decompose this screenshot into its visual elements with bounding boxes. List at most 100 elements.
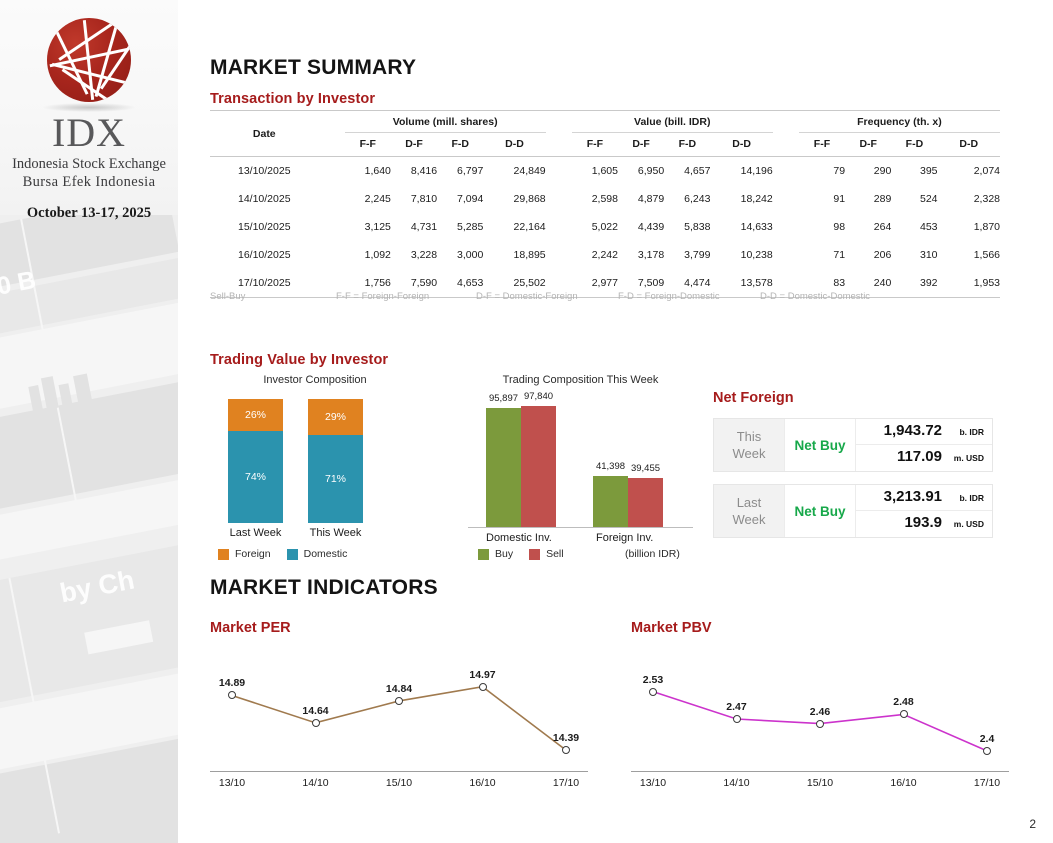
cell-volume-0: 1,640 — [364, 165, 391, 177]
x-label-this-week: This Week — [309, 527, 362, 539]
x-tick-label: 14/10 — [302, 777, 329, 789]
cell-value-3: 13,578 — [740, 277, 773, 289]
legend-swatch-domestic-icon — [286, 548, 298, 560]
col-header-val-df: D-F — [632, 138, 650, 150]
data-point — [311, 718, 320, 727]
cell-freq-0: 79 — [833, 165, 846, 177]
cell-freq-0: 98 — [833, 221, 846, 233]
market-pbv-plot: 2.53 2.47 2.46 2.48 2.4 — [631, 652, 1009, 772]
col-header-vol-dd: D-D — [505, 138, 524, 150]
col-header-date: Date — [252, 128, 276, 140]
net-foreign-usd-last-week: 193.9 m. USD — [904, 514, 984, 531]
legend-swatch-sell-icon — [529, 548, 541, 560]
cell-value-1: 7,509 — [637, 277, 665, 289]
cell-value-2: 6,243 — [684, 193, 711, 205]
net-foreign-idr-this-week: 1,943.72 b. IDR — [856, 419, 992, 445]
col-header-vol-df: D-F — [405, 138, 423, 150]
cell-freq-2: 392 — [919, 277, 938, 289]
chart-trading-composition: Trading Composition This Week 95,897 97,… — [468, 374, 708, 546]
legend-trading-composition: Buy Sell — [478, 548, 580, 560]
value-foreign-buy: 41,398 — [595, 460, 626, 472]
cell-value-1: 6,950 — [637, 165, 665, 177]
bar-group-domestic: 95,897 97,840 — [486, 391, 556, 527]
section-title-trading-value: Trading Value by Investor — [210, 352, 389, 368]
section-title-net-foreign: Net Foreign — [713, 390, 794, 406]
x-tick-label: 16/10 — [469, 777, 496, 789]
sidebar: 15% 9,380 B M by Ch IDX Indonesia Stoc — [0, 0, 178, 843]
cell-volume-0: 1,756 — [364, 277, 391, 289]
footnote-fd: F-D = Foreign-Domestic — [618, 291, 720, 302]
table-group-header-row: Date Volume (mill. shares) Value (bill. … — [210, 110, 1000, 140]
col-header-vol-ff: F-F — [359, 138, 376, 150]
data-point — [562, 746, 570, 755]
cell-freq-1: 240 — [873, 277, 892, 289]
cell-freq-3: 2,328 — [973, 193, 1000, 205]
cell-volume-1: 7,590 — [410, 277, 438, 289]
cell-value-1: 3,178 — [637, 249, 665, 261]
data-label: 2.46 — [809, 705, 831, 718]
cell-volume-2: 5,285 — [457, 221, 484, 233]
data-point — [478, 682, 487, 691]
cell-volume-0: 2,245 — [364, 193, 391, 205]
page-number: 2 — [1029, 817, 1036, 831]
legend-item-sell: Sell — [529, 548, 564, 560]
col-header-frq-dd: D-D — [959, 138, 979, 150]
data-label: 14.64 — [302, 704, 329, 717]
x-tick-label: 14/10 — [723, 777, 750, 789]
cell-freq-0: 83 — [833, 277, 846, 289]
data-point — [899, 710, 908, 719]
segment-domestic-this-week: 71% — [308, 434, 363, 523]
cell-volume-3: 18,895 — [513, 249, 546, 261]
value-foreign-sell: 39,455 — [630, 463, 661, 475]
cell-value-2: 4,657 — [684, 165, 711, 177]
logo-shadow — [43, 103, 135, 112]
cell-freq-3: 2,074 — [973, 165, 1000, 177]
cell-value-0: 2,242 — [591, 249, 618, 261]
cell-freq-3: 1,870 — [973, 221, 1000, 233]
cell-volume-1: 4,731 — [410, 221, 438, 233]
data-label: 14.97 — [469, 668, 496, 681]
market-per-x-labels: 13/10 14/10 15/10 16/10 17/10 — [210, 777, 600, 793]
net-foreign-row-last-week: Last Week Net Buy 3,213.91 b. IDR 193.9 m… — [713, 484, 993, 538]
cell-freq-3: 1,566 — [973, 249, 1000, 261]
bar-foreign-sell: 39,455 — [628, 463, 663, 527]
data-point — [228, 691, 236, 700]
x-tick-label: 13/10 — [639, 777, 667, 789]
report-date-range: October 13-17, 2025 — [26, 205, 152, 221]
legend-label-foreign: Foreign — [235, 548, 271, 560]
cell-freq-3: 1,953 — [973, 277, 1000, 289]
transaction-table-body: 13/10/2025 1,640 8,416 6,797 24,849 1,605 6,95… — [210, 157, 1000, 298]
legend-label-sell: Sell — [546, 548, 564, 560]
main-content: MARKET SUMMARY Transaction by Investor D… — [178, 0, 1053, 843]
net-foreign-panel: Net Foreign This Week Net Buy 1,943.72 b.… — [713, 390, 1001, 538]
chart-market-per: Market PER 14.89 14.64 14.84 14.97 14.39 13/… — [210, 620, 600, 793]
cell-volume-0: 1,092 — [364, 249, 391, 261]
x-axis-line — [631, 771, 1009, 772]
investor-composition-x-labels: Last Week This Week — [210, 527, 450, 539]
cell-freq-2: 310 — [919, 249, 938, 261]
trading-composition-plot: 95,897 97,840 41,398 39,455 — [468, 391, 693, 528]
chart-title-trading-composition: Trading Composition This Week — [502, 374, 659, 386]
col-group-value: Value (bill. IDR) — [571, 110, 773, 133]
legend-item-foreign: Foreign — [218, 548, 271, 560]
value-domestic-sell: 97,840 — [523, 391, 554, 403]
bar-this-week: 29% 71% — [308, 399, 363, 523]
cell-value-0: 5,022 — [591, 221, 618, 233]
cell-value-0: 2,598 — [591, 193, 618, 205]
x-label-last-week: Last Week — [229, 527, 282, 539]
cell-freq-1: 290 — [873, 165, 892, 177]
logo-subtitle-en: Indonesia Stock Exchange — [12, 156, 166, 172]
idx-logo-block: IDX Indonesia Stock Exchange Bursa Efek … — [0, 18, 178, 222]
net-foreign-period-this-week: This Week — [714, 419, 784, 471]
data-point — [732, 715, 741, 723]
col-group-volume: Volume (mill. shares) — [344, 110, 546, 133]
data-point — [395, 696, 403, 705]
cell-value-1: 4,439 — [637, 221, 665, 233]
col-header-frq-fd: F-D — [905, 138, 924, 150]
table-row: 15/10/2025 3,125 4,731 5,285 22,164 5,022 4,43… — [210, 213, 1000, 241]
net-foreign-action-last-week: Net Buy — [784, 485, 856, 537]
chart-title-market-pbv: Market PBV — [631, 620, 712, 636]
table-footnote-legend: Sell-Buy F-F = Foreign-Foreign D-F = Dom… — [210, 291, 1000, 302]
col-header-val-ff: F-F — [586, 138, 604, 150]
